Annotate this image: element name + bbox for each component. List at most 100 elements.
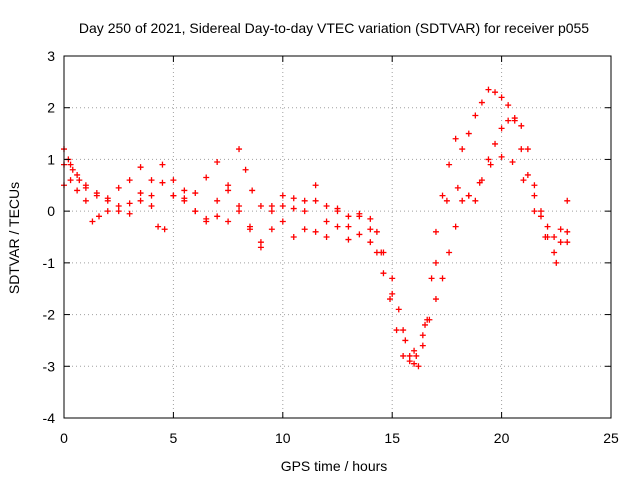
x-tick-label: 0	[60, 430, 68, 446]
data-point	[290, 205, 297, 212]
chart-title: Day 250 of 2021, Sidereal Day-to-day VTE…	[79, 20, 589, 36]
data-point	[367, 226, 374, 233]
data-point	[148, 177, 155, 184]
data-point	[268, 208, 275, 215]
data-point	[537, 213, 544, 220]
data-point	[242, 166, 249, 173]
data-point	[498, 94, 505, 101]
data-point	[181, 187, 188, 194]
data-point	[485, 156, 492, 163]
data-point	[312, 228, 319, 235]
data-point	[96, 213, 103, 220]
data-point	[373, 228, 380, 235]
data-point	[126, 200, 133, 207]
data-point	[518, 146, 525, 153]
data-point	[356, 231, 363, 238]
data-point	[161, 226, 168, 233]
data-point	[137, 164, 144, 171]
data-point	[334, 205, 341, 212]
x-tick-label: 15	[384, 430, 400, 446]
data-point	[126, 177, 133, 184]
data-point	[312, 197, 319, 204]
data-point	[465, 130, 472, 137]
data-point	[203, 218, 210, 225]
x-axis-label: GPS time / hours	[281, 458, 388, 474]
series-satellite-track-a	[61, 86, 571, 370]
data-point	[531, 208, 538, 215]
x-tick-labels: 0 5 10 15 20 25	[60, 430, 619, 446]
data-point	[564, 228, 571, 235]
data-point	[279, 192, 286, 199]
data-point	[115, 184, 122, 191]
data-point	[301, 197, 308, 204]
data-point	[492, 89, 499, 96]
y-tick-label: -4	[43, 410, 56, 426]
data-point	[518, 122, 525, 129]
y-tick-label: 3	[47, 48, 55, 64]
data-point	[192, 208, 199, 215]
data-point	[498, 125, 505, 132]
data-point	[137, 190, 144, 197]
data-point	[505, 102, 512, 109]
data-point	[439, 275, 446, 282]
data-point	[82, 184, 89, 191]
data-point	[115, 208, 122, 215]
data-point	[82, 197, 89, 204]
data-point	[419, 342, 426, 349]
data-point	[214, 213, 221, 220]
data-point	[225, 218, 232, 225]
data-point	[492, 140, 499, 147]
data-point	[69, 166, 76, 173]
data-point	[406, 352, 413, 359]
data-point	[524, 146, 531, 153]
data-point	[290, 195, 297, 202]
y-tick-label: 0	[47, 203, 55, 219]
data-point	[432, 259, 439, 266]
data-point	[443, 197, 450, 204]
x-tick-label: 20	[494, 430, 510, 446]
data-point	[268, 202, 275, 209]
data-point	[257, 202, 264, 209]
data-point	[551, 234, 558, 240]
data-point	[446, 161, 453, 168]
data-point	[542, 234, 549, 240]
data-points	[61, 86, 571, 370]
grid	[64, 56, 611, 418]
data-point	[406, 358, 413, 365]
y-tick-labels: -4 -3 -2 -1 0 1 2 3	[43, 48, 56, 426]
data-point	[225, 182, 232, 189]
data-point	[236, 146, 243, 153]
data-point	[432, 228, 439, 235]
data-point	[367, 215, 374, 222]
data-point	[225, 187, 232, 194]
data-point	[345, 223, 352, 230]
y-tick-label: -3	[43, 358, 56, 374]
data-point	[76, 177, 83, 184]
data-point	[472, 197, 479, 204]
data-point	[301, 208, 308, 215]
data-point	[367, 239, 374, 246]
data-point	[452, 135, 459, 142]
data-point	[537, 208, 544, 215]
data-point	[422, 321, 429, 328]
data-point	[345, 213, 352, 220]
data-point	[446, 249, 453, 256]
data-point	[74, 187, 81, 194]
data-point	[472, 112, 479, 119]
y-axis-label: SDTVAR / TECUs	[6, 182, 22, 294]
data-point	[104, 208, 111, 215]
data-point	[395, 306, 402, 313]
data-point	[214, 159, 221, 166]
data-point	[67, 161, 74, 168]
data-point	[402, 337, 409, 344]
data-point	[74, 171, 81, 178]
data-point	[155, 223, 162, 230]
data-point	[257, 239, 264, 246]
data-point	[148, 202, 155, 209]
data-point	[411, 360, 418, 367]
axis-ticks	[63, 55, 612, 419]
data-point	[413, 352, 420, 359]
data-point	[301, 226, 308, 233]
data-point	[279, 202, 286, 209]
data-point	[432, 296, 439, 303]
